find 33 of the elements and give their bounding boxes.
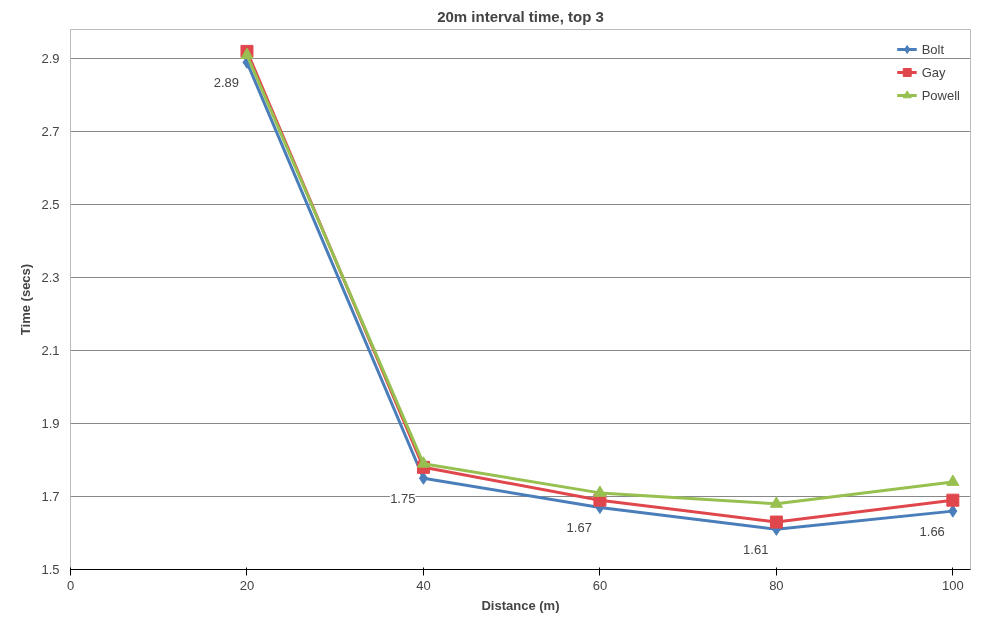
point: [416, 456, 430, 468]
y-tick-label: 1.7: [41, 489, 60, 505]
point: [769, 515, 783, 529]
data-label: 2.89: [213, 75, 239, 91]
x-tick-label: 20: [239, 577, 255, 593]
chart-title: 20m interval time, top 3: [437, 7, 604, 25]
x-tick-label: 60: [592, 577, 608, 593]
x-tick-label: 40: [416, 577, 431, 593]
point: [769, 496, 783, 508]
x-tick-label: 80: [769, 577, 784, 593]
y-tick-label: 1.9: [41, 416, 60, 432]
legend-label: Powell: [921, 87, 960, 103]
y-tick-label: 2.7: [41, 124, 60, 140]
legend-label: Bolt: [921, 41, 945, 57]
data-label: 1.67: [566, 520, 592, 536]
y-tick-label: 2.5: [41, 197, 60, 213]
y-tick-label: 2.9: [41, 51, 60, 67]
x-tick-label: 100: [942, 577, 964, 593]
point: [948, 504, 958, 518]
y-tick-label: 1.5: [41, 562, 60, 577]
x-axis-title: Distance (m): [481, 597, 560, 613]
x-tick-label: 0: [66, 577, 75, 593]
point: [946, 493, 960, 507]
data-label: 1.61: [743, 542, 769, 558]
point: [946, 474, 960, 486]
y-axis-title: Time (secs): [18, 263, 34, 336]
legend-label: Gay: [921, 64, 946, 80]
point: [593, 485, 607, 497]
data-label: 1.75: [390, 491, 416, 507]
point: [418, 471, 428, 485]
data-label: 1.66: [919, 524, 945, 540]
y-tick-label: 2.3: [41, 270, 60, 286]
y-tick-label: 2.1: [41, 343, 60, 359]
